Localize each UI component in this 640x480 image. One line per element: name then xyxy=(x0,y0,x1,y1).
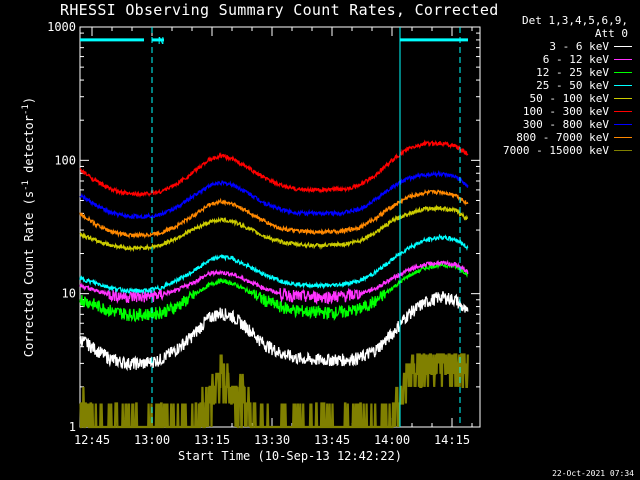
y-axis-label-part: ) xyxy=(22,97,36,104)
legend-item-swatch xyxy=(614,124,632,125)
legend-item-swatch xyxy=(614,137,632,138)
legend: 3 - 6 keV 6 - 12 keV 12 - 25 keV 25 - 50 ke… xyxy=(503,40,632,157)
legend-item-label: 25 - 50 keV xyxy=(536,79,609,92)
legend-item-swatch xyxy=(614,59,632,60)
legend-item-swatch xyxy=(614,150,632,151)
series-line-1 xyxy=(79,259,469,306)
x-tick-label: 13:00 xyxy=(134,433,170,447)
legend-header-detectors: Det 1,3,4,5,6,9, xyxy=(522,14,628,27)
legend-item-label: 6 - 12 keV xyxy=(542,53,609,66)
series-line-2 xyxy=(79,261,469,323)
legend-item-swatch xyxy=(614,72,632,73)
series-line-5 xyxy=(79,139,469,199)
y-tick-label: 100 xyxy=(54,153,76,167)
y-axis-label-part: -1 xyxy=(21,180,31,191)
y-axis-label: Corrected Count Rate (s-1 detector-1) xyxy=(21,97,36,357)
y-axis-label-part: detector xyxy=(22,115,36,180)
legend-item-label: 300 - 800 keV xyxy=(522,118,609,131)
legend-header: Det 1,3,4,5,6,9, Att 0 xyxy=(522,14,628,40)
x-axis-label: Start Time (10-Sep-13 12:42:22) xyxy=(178,449,402,463)
legend-header-attenuator: Att 0 xyxy=(594,27,628,40)
legend-item-label: 100 - 300 keV xyxy=(522,105,609,118)
legend-item-label: 7000 - 15000 keV xyxy=(503,144,609,157)
legend-item-label: 800 - 7000 keV xyxy=(516,131,609,144)
chart-title: RHESSI Observing Summary Count Rates, Co… xyxy=(60,1,499,19)
legend-item: 300 - 800 keV xyxy=(503,118,632,131)
x-tick-label: 13:30 xyxy=(254,433,290,447)
legend-item: 100 - 300 keV xyxy=(503,105,632,118)
legend-item: 7000 - 15000 keV xyxy=(503,144,632,157)
y-tick-label: 1000 xyxy=(47,20,76,34)
x-tick-label: 14:00 xyxy=(374,433,410,447)
x-tick-label: 14:15 xyxy=(434,433,470,447)
legend-item-swatch xyxy=(614,98,632,99)
legend-item: 50 - 100 keV xyxy=(503,92,632,105)
legend-item-label: 3 - 6 keV xyxy=(549,40,609,53)
y-axis-label-part: Corrected Count Rate (s xyxy=(22,191,36,357)
series-line-0 xyxy=(79,291,469,372)
series-line-7 xyxy=(79,189,469,239)
x-tick-label: 13:15 xyxy=(194,433,230,447)
date-stamp: 22-Oct-2021 07:34 xyxy=(552,469,634,478)
x-tick-label: 13:45 xyxy=(314,433,350,447)
legend-item-swatch xyxy=(614,85,632,86)
legend-item: 6 - 12 keV xyxy=(503,53,632,66)
y-axis-label-part: -1 xyxy=(21,104,31,115)
legend-item: 25 - 50 keV xyxy=(503,79,632,92)
legend-item-label: 50 - 100 keV xyxy=(529,92,609,105)
legend-item: 3 - 6 keV xyxy=(503,40,632,53)
x-tick-label: 12:45 xyxy=(74,433,110,447)
legend-item-label: 12 - 25 keV xyxy=(536,66,609,79)
legend-item: 12 - 25 keV xyxy=(503,66,632,79)
series-line-3 xyxy=(79,233,469,295)
series-line-6 xyxy=(79,169,469,220)
attenuator-bar-label: N xyxy=(158,36,164,47)
y-tick-label: 10 xyxy=(62,287,76,301)
legend-item: 800 - 7000 keV xyxy=(503,131,632,144)
series-line-8 xyxy=(79,353,469,429)
legend-item-swatch xyxy=(614,46,632,47)
series-group xyxy=(79,139,469,429)
y-tick-label: 1 xyxy=(69,420,76,434)
series-line-4 xyxy=(79,204,469,253)
legend-item-swatch xyxy=(614,111,632,112)
